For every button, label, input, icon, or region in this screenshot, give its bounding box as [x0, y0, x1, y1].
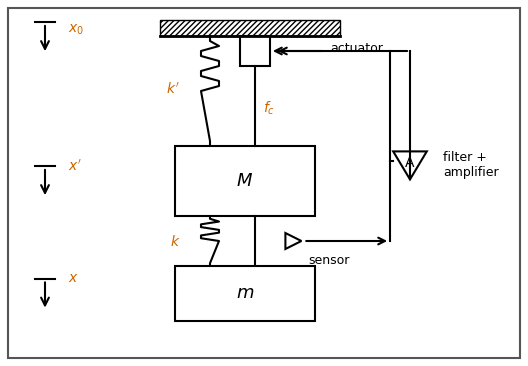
- Text: $f_c$: $f_c$: [263, 99, 275, 117]
- Text: actuator: actuator: [330, 42, 383, 56]
- Text: sensor: sensor: [308, 254, 350, 267]
- Text: $k$: $k$: [169, 234, 180, 249]
- Text: A: A: [406, 156, 415, 169]
- Text: filter +
amplifier: filter + amplifier: [443, 152, 498, 179]
- Text: $k'$: $k'$: [166, 81, 180, 97]
- Text: $x'$: $x'$: [68, 158, 82, 173]
- Text: $M$: $M$: [237, 172, 253, 190]
- Bar: [175, 266, 315, 321]
- Bar: [175, 146, 315, 216]
- Bar: [160, 20, 340, 36]
- Text: $m$: $m$: [236, 284, 254, 303]
- Text: $x$: $x$: [68, 272, 79, 285]
- Text: $x_0$: $x_0$: [68, 23, 84, 37]
- Bar: [240, 36, 270, 66]
